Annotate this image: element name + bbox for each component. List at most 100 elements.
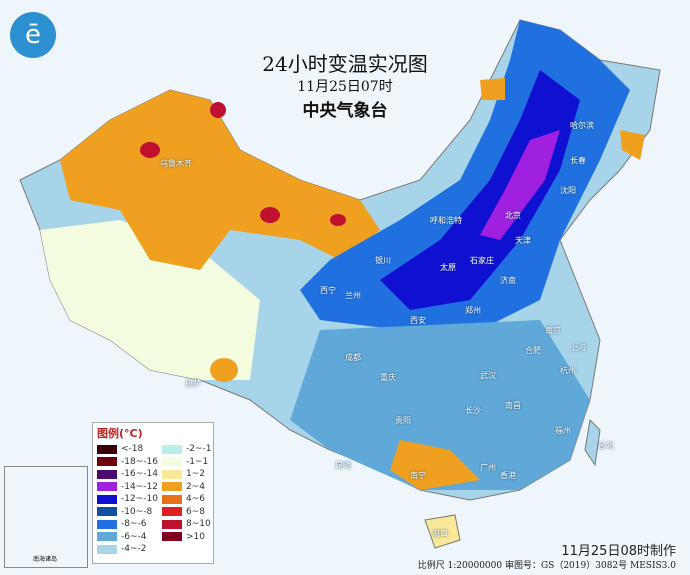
city-label: 香港 [500,471,516,480]
city-label: 呼和浩特 [430,216,462,225]
inset-label: 南海诸岛 [33,556,58,563]
city-label: 哈尔滨 [570,121,594,130]
city-label: 昆明 [335,461,351,470]
city-label: 沈阳 [560,186,576,195]
map-issuer: 中央气象台 [302,101,388,121]
legend-swatch [97,544,117,554]
legend-swatch [97,532,117,542]
made-time: 11月25日08时制作 [561,544,676,559]
legend-swatch [161,469,182,479]
city-label: 西安 [410,316,426,325]
city-label: 长沙 [465,406,481,415]
legend-label: -6~-4 [121,531,147,542]
city-label: 贵阳 [395,416,411,425]
city-label: 乌鲁木齐 [160,159,192,168]
legend-item: -10~-8 [97,506,158,519]
region-orange-northwest [60,90,380,270]
legend-label: -18~-16 [121,456,158,467]
scale-and-review-number: 比例尺 1:20000000 审图号：GS（2019）3082号 MESIS3.… [417,561,676,571]
legend-title: 图例(°C) [97,427,143,440]
legend-label: -1~1 [185,456,209,467]
city-label: 南昌 [505,401,521,410]
city-label: 成都 [345,353,361,362]
legend-label: -2~-1 [185,444,212,455]
city-label: 杭州 [560,366,576,375]
city-label: 广州 [480,463,496,472]
legend-item: -6~-4 [97,531,158,544]
legend-item: 2~4 [161,481,212,494]
legend-swatch [161,482,182,492]
city-label: 上海 [570,343,586,352]
city-label: 石家庄 [470,256,494,265]
legend-swatch [97,444,117,454]
legend-swatch [97,507,117,517]
legend-item: -8~-6 [97,518,158,531]
legend-swatch [161,457,182,467]
legend-item: -16~-14 [97,468,158,481]
legend-item: <-18 [97,443,158,456]
map-time: 11月25日07时 [297,79,393,95]
legend-item: 6~8 [161,506,212,519]
city-label: 武汉 [480,371,496,380]
region-purple [480,130,560,240]
legend-item: 4~6 [161,493,212,506]
map-title: 24小时变温实况图 [262,52,428,76]
city-label: 合肥 [525,346,541,355]
legend-label: 8~10 [185,519,211,530]
region-lightblue-south [290,320,590,490]
legend-label: 6~8 [185,506,205,517]
city-label: 济南 [500,276,516,285]
city-label: 太原 [440,263,456,272]
legend-item: -14~-12 [97,481,158,494]
legend-label: 2~4 [185,481,205,492]
legend-item: 1~2 [161,468,212,481]
legend-swatch [97,482,117,492]
legend-swatch [161,444,182,454]
legend-item: 8~10 [161,518,212,531]
legend-swatch [161,507,182,517]
legend-swatch [161,532,182,542]
taiwan-island [584,418,601,467]
legend: 图例(°C) <-18 -18~-16 -16~-14 -14~-12 -12~-10-… [92,422,214,564]
cma-logo-icon: ē [10,12,56,58]
legend-item: -12~-10 [97,493,158,506]
legend-swatch [97,457,117,467]
legend-label: -8~-6 [121,519,147,530]
legend-item: -18~-16 [97,456,158,469]
south-china-sea-inset: 南海诸岛 [4,466,88,568]
city-label: 西宁 [320,286,336,295]
city-label: 天津 [515,236,531,245]
legend-item: -4~-2 [97,543,158,556]
city-label: 南宁 [410,471,426,480]
city-label: 长春 [570,156,586,165]
legend-swatch [161,494,182,504]
legend-item: >10 [161,531,212,544]
city-label: 南京 [545,326,561,335]
city-label: 海口 [432,529,448,538]
city-label: 兰州 [345,291,361,300]
legend-label: 4~6 [185,494,205,505]
city-label: 台北 [598,441,614,450]
legend-swatch [97,519,117,529]
legend-label: -4~-2 [121,544,147,555]
legend-swatch [97,494,117,504]
legend-label: >10 [185,531,205,542]
hainan-island [424,514,461,549]
legend-label: -10~-8 [121,506,153,517]
legend-label: <-18 [121,444,144,455]
city-label: 拉萨 [185,379,201,388]
legend-swatch [97,469,117,479]
city-label: 银川 [375,256,391,265]
region-deep-blue [380,70,580,310]
legend-item: -2~-1 [161,443,212,456]
legend-label: -16~-14 [121,469,158,480]
city-label: 福州 [555,426,571,435]
legend-item: -1~1 [161,456,212,469]
city-label: 重庆 [380,373,396,382]
city-label: 北京 [505,211,521,220]
city-label: 郑州 [465,306,481,315]
legend-label: 1~2 [185,469,205,480]
legend-label: -12~-10 [121,494,158,505]
legend-swatch [161,519,182,529]
